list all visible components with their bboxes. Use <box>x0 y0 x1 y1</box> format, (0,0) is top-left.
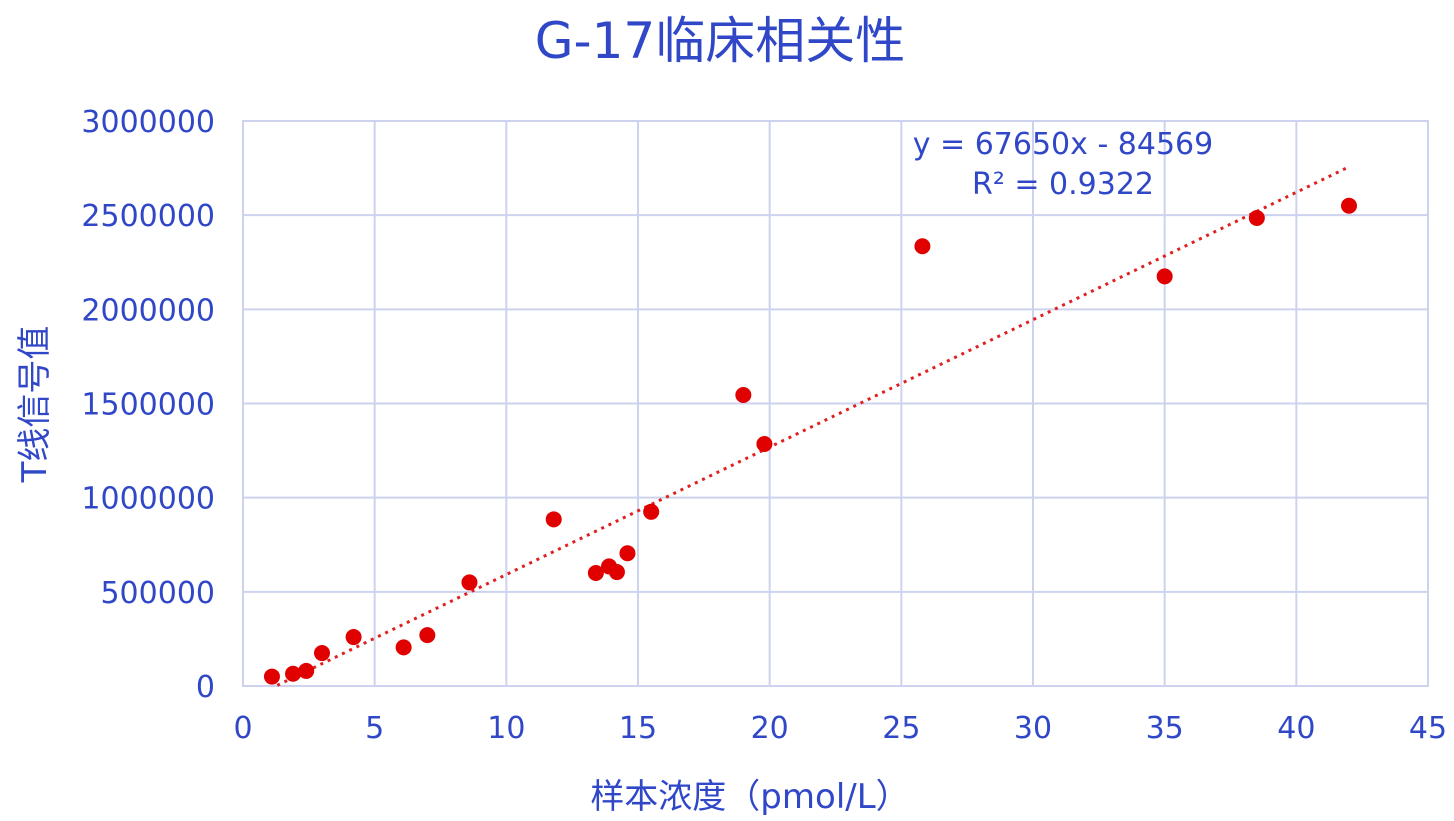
data-point <box>914 238 931 255</box>
y-axis-label: T线信号值 <box>15 326 55 484</box>
y-tick-label: 500000 <box>100 576 215 611</box>
data-point <box>395 639 412 656</box>
chart-title: G-17临床相关性 <box>535 12 905 70</box>
data-point <box>314 645 330 662</box>
x-tick-label: 15 <box>619 711 657 746</box>
x-tick-label: 0 <box>233 711 252 746</box>
y-tick-label: 1000000 <box>81 482 215 517</box>
y-tick-label: 2000000 <box>81 293 215 328</box>
y-tick-label: 1500000 <box>81 388 215 423</box>
x-tick-label: 5 <box>365 711 384 746</box>
data-point <box>1156 268 1173 285</box>
y-tick-label: 2500000 <box>81 199 215 234</box>
x-tick-label: 30 <box>1014 711 1052 746</box>
plot-frame <box>242 120 1429 687</box>
y-axis-ticks: 0 500000 1000000 1500000 2000000 2500000 30000… <box>81 105 215 705</box>
data-point <box>587 565 604 581</box>
data-point <box>545 511 562 528</box>
data-point <box>298 662 315 679</box>
x-tick-label: 35 <box>1146 711 1184 746</box>
data-point <box>345 629 362 646</box>
x-tick-label: 40 <box>1277 711 1315 746</box>
x-tick-label: 45 <box>1409 711 1447 746</box>
data-point <box>735 387 752 404</box>
data-point <box>1248 209 1265 226</box>
x-axis-label: 样本浓度（pmol/L） <box>590 777 909 817</box>
data-point <box>461 574 478 591</box>
x-tick-label: 25 <box>882 711 920 746</box>
trendline <box>276 166 1348 687</box>
x-tick-label: 20 <box>751 711 789 746</box>
trendline-r-squared: R² = 0.9322 <box>972 167 1154 202</box>
y-tick-label: 3000000 <box>81 105 215 140</box>
data-point <box>619 545 636 562</box>
x-axis-ticks: 0 5 10 15 20 25 30 35 40 45 <box>233 711 1447 746</box>
data-point <box>285 665 302 682</box>
data-point <box>419 627 436 644</box>
x-tick-label: 10 <box>487 711 525 746</box>
data-points <box>263 197 1357 685</box>
data-point <box>1341 197 1357 214</box>
data-point <box>643 503 660 520</box>
gridlines <box>242 120 1429 687</box>
trendline-equation: y = 67650x - 84569 <box>913 127 1213 162</box>
data-point <box>263 668 280 685</box>
data-point <box>756 435 773 452</box>
y-tick-label: 0 <box>196 670 215 705</box>
data-point <box>608 564 625 581</box>
